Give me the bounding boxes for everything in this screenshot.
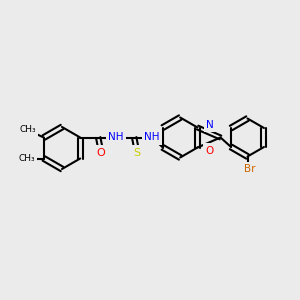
Text: CH₃: CH₃	[19, 154, 35, 163]
Text: CH₃: CH₃	[20, 125, 36, 134]
Text: N: N	[206, 119, 214, 130]
Text: Br: Br	[244, 164, 255, 175]
Text: S: S	[134, 148, 141, 158]
Text: NH: NH	[108, 133, 124, 142]
Text: O: O	[205, 146, 213, 155]
Text: NH: NH	[144, 133, 160, 142]
Text: O: O	[97, 148, 106, 158]
